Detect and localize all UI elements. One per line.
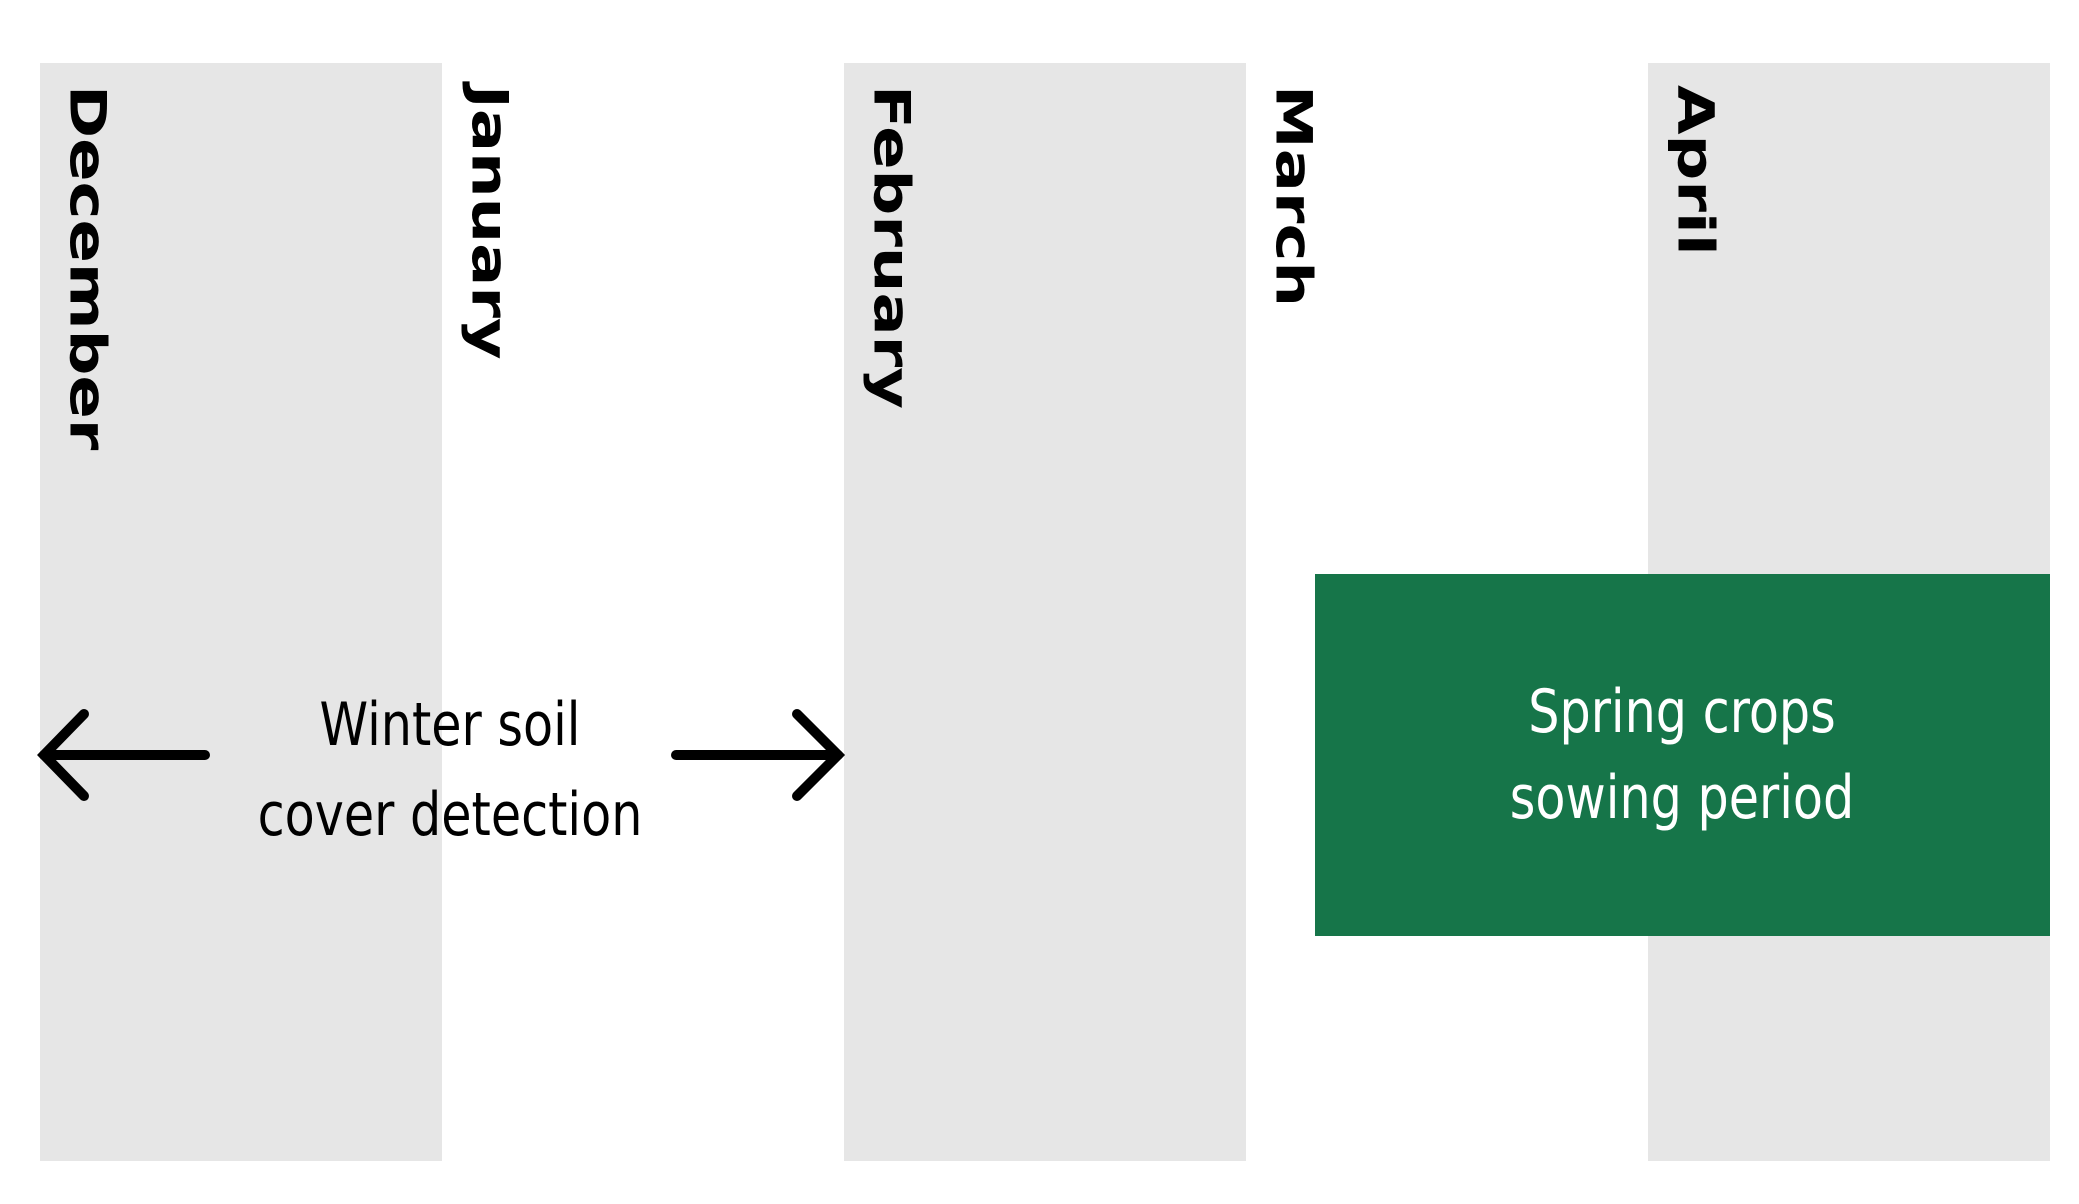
arrow-right-icon <box>671 709 846 801</box>
spring-period-label: Spring crops sowing period <box>1510 669 1854 841</box>
month-column-january: January <box>442 63 844 1161</box>
month-label-december: December <box>58 85 116 451</box>
spring-sowing-period-bar: Spring crops sowing period <box>1315 574 2050 936</box>
winter-label-line1: Winter soil <box>319 690 581 760</box>
month-label-february: February <box>862 85 920 409</box>
month-label-january: January <box>460 85 518 360</box>
month-column-december: December <box>40 63 442 1161</box>
month-label-april: April <box>1666 85 1724 256</box>
spring-label-line2: sowing period <box>1510 763 1855 833</box>
month-column-march: March <box>1246 63 1648 1161</box>
winter-period-label: Winter soil cover detection <box>249 680 651 860</box>
winter-label-line2: cover detection <box>257 780 643 850</box>
month-label-march: March <box>1264 85 1322 307</box>
month-column-february: February <box>844 63 1246 1161</box>
arrow-left-icon <box>37 709 210 801</box>
spring-label-line1: Spring crops <box>1528 677 1837 747</box>
